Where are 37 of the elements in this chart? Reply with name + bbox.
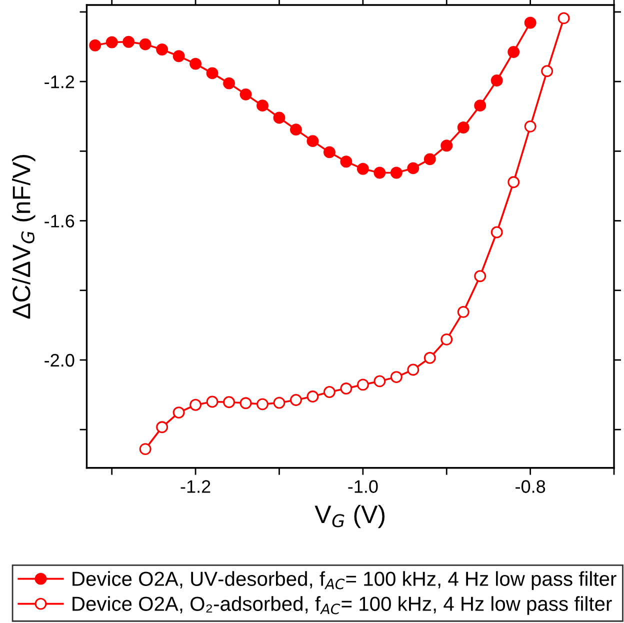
point [457,122,470,134]
legend-label: Device O2A, UV-desorbed, f$_{AC}$= 100 kHz, 4 Hz low pass filter [72,571,616,590]
x-axis-title: V$_{G}$ (V) [314,504,385,528]
point [490,74,503,86]
point [206,67,218,80]
point [407,162,420,174]
point [323,146,336,158]
point [190,58,202,70]
point [156,44,168,56]
point [474,100,486,112]
point [106,36,118,48]
point [89,39,102,52]
point [440,140,453,152]
x-tick-label: -0.8 [516,480,546,493]
point [240,88,252,100]
point [340,156,352,168]
point [273,112,286,124]
point [508,46,520,58]
y-tick-label: -1.2 [44,75,74,88]
point [524,16,536,29]
point [223,77,235,90]
point [424,153,436,166]
point [374,166,386,179]
y-axis-title: ΔC/ΔV$_{G}$ (nF/V) [12,155,36,319]
point [256,100,268,112]
y-tick-label: -1.6 [44,214,74,228]
point [139,38,152,50]
point [122,36,135,48]
point [356,162,369,175]
legend-label: Device O2A, O₂-adsorbed, f$_{AC}$= 100 kHz, 4 Hz low pass filter [72,596,612,615]
x-tick-label: -1.0 [348,480,378,493]
y-tick-label: -2.0 [44,354,74,367]
x-tick-label: -1.2 [180,480,210,493]
point [172,50,185,62]
point [290,124,302,136]
point [306,135,319,148]
point [390,166,402,179]
